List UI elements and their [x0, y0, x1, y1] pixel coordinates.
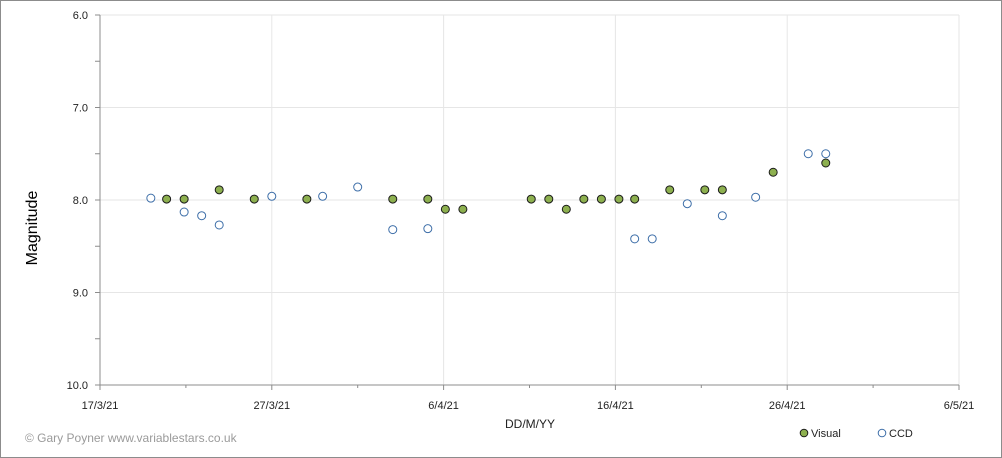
legend-ccd-label: CCD: [889, 428, 913, 440]
ccd-point: [630, 234, 640, 244]
visual-point: [544, 194, 554, 204]
y-tick-label: 6.0: [73, 10, 88, 22]
visual-point: [821, 158, 831, 168]
visual-point: [388, 194, 398, 204]
x-tick-label: 17/3/21: [82, 400, 119, 412]
ccd-point: [751, 192, 761, 202]
visual-point: [596, 194, 606, 204]
visual-point: [214, 185, 224, 195]
ccd-point: [146, 193, 156, 203]
visual-point: [717, 185, 727, 195]
visual-point: [162, 194, 172, 204]
visual-point: [179, 194, 189, 204]
ccd-point: [388, 225, 398, 235]
x-tick-label: 27/3/21: [253, 400, 290, 412]
axis-layer: 6.0 7.0 8.0 9.0 10.0 17/3/21 27/3/21 6/4/21 16/4…: [67, 10, 975, 412]
visual-point: [526, 194, 536, 204]
visual-point: [249, 194, 259, 204]
credit-text: © Gary Poyner www.variablestars.co.uk: [25, 431, 238, 445]
x-tick-label: 6/4/21: [428, 400, 459, 412]
visual-point: [665, 185, 675, 195]
ccd-point: [214, 220, 224, 230]
x-tick-label: 26/4/21: [769, 400, 806, 412]
ccd-point: [353, 182, 363, 192]
ccd-point: [647, 234, 657, 244]
x-tick-label: 6/5/21: [944, 400, 975, 412]
point-layer: [146, 149, 831, 244]
legend-visual-label: Visual: [811, 428, 841, 440]
y-tick-label: 9.0: [73, 288, 88, 300]
y-tick-label: 7.0: [73, 103, 88, 115]
visual-point: [458, 204, 468, 214]
visual-point: [302, 194, 312, 204]
ccd-point: [423, 224, 433, 234]
legend-ccd-marker: [877, 428, 887, 438]
y-axis-title: Magnitude: [24, 191, 41, 266]
visual-point: [423, 194, 433, 204]
ccd-point: [197, 211, 207, 221]
grid-layer: [100, 14, 960, 385]
visual-point: [579, 194, 589, 204]
y-tick-label: 10.0: [67, 380, 88, 392]
ccd-point: [682, 199, 692, 209]
ccd-point: [318, 191, 328, 201]
ccd-point: [821, 149, 831, 159]
y-tick-label: 8.0: [73, 195, 88, 207]
visual-point: [440, 204, 450, 214]
visual-point: [614, 194, 624, 204]
visual-point: [630, 194, 640, 204]
ccd-point: [179, 207, 189, 217]
ccd-point: [267, 191, 277, 201]
visual-point: [700, 185, 710, 195]
visual-point: [561, 204, 571, 214]
visual-point: [768, 167, 778, 177]
legend-visual-marker: [799, 428, 809, 438]
legend: Visual CCD: [799, 428, 913, 440]
x-axis-title: DD/M/YY: [505, 417, 555, 431]
ccd-point: [803, 149, 813, 159]
x-tick-label: 16/4/21: [597, 400, 634, 412]
ccd-point: [717, 211, 727, 221]
